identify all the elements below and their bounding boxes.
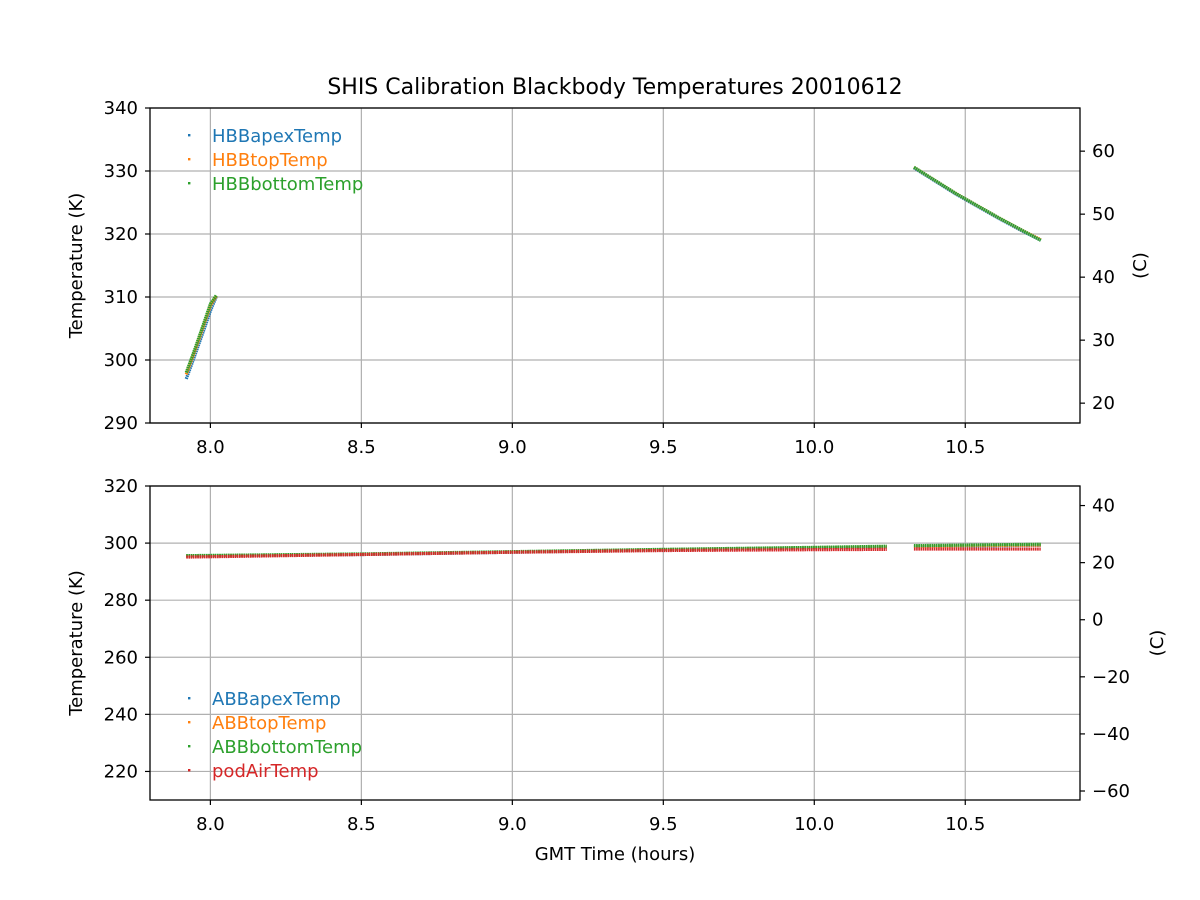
y-tick-label: 330: [104, 161, 138, 182]
x-tick-label: 9.0: [498, 437, 527, 458]
x-tick-label: 9.0: [498, 814, 527, 835]
x-tick-label: 10.5: [945, 814, 985, 835]
legend-marker-HBBapexTemp: [188, 134, 191, 137]
legend-label: HBBapexTemp: [212, 126, 342, 147]
y2-tick-label: −60: [1092, 781, 1130, 802]
legend-label: HBBtopTemp: [212, 150, 328, 171]
series-ABBbottomTemp-segment: [913, 542, 1041, 548]
x-tick-label: 10.5: [945, 437, 985, 458]
legend-label: ABBtopTemp: [212, 713, 326, 734]
y-tick-label: 260: [104, 647, 138, 668]
series-HBBbottomTemp-segment: [184, 294, 218, 374]
y2-tick-label: −20: [1092, 667, 1130, 688]
y-tick-label: 320: [104, 224, 138, 245]
axes-frame: [149, 485, 1081, 801]
x-axis-label: GMT Time (hours): [535, 844, 696, 865]
x-tick-label: 9.5: [649, 437, 678, 458]
top-panel: 8.0 8.5 9.0 9.5 10.0 10.5 290 300 310 320 330 340 20…: [66, 98, 1151, 458]
y-axis-label: Temperature (K): [66, 193, 87, 340]
y2-tick-label: 40: [1092, 496, 1115, 517]
legend-label: HBBbottomTemp: [212, 174, 363, 195]
bottom-panel: 8.0 8.5 9.0 9.5 10.0 10.5 220 240 260 280 300 320 −6…: [66, 476, 1168, 865]
y2-tick-label: 0: [1092, 610, 1103, 631]
legend-marker-ABBtopTemp: [188, 721, 191, 724]
y-tick-label: 300: [104, 533, 138, 554]
y2-axis-label: (C): [1130, 252, 1151, 279]
x-tick-label: 8.0: [196, 437, 225, 458]
legend-label: podAirTemp: [212, 761, 319, 782]
x-tick-label: 10.0: [794, 437, 834, 458]
y-tick-label: 320: [104, 476, 138, 497]
y2-tick-label: −40: [1092, 724, 1130, 745]
legend-label: ABBapexTemp: [212, 689, 341, 710]
y-tick-label: 310: [104, 287, 138, 308]
x-tick-label: 8.5: [347, 814, 376, 835]
y2-tick-label: 20: [1092, 553, 1115, 574]
x-tick-label: 8.5: [347, 437, 376, 458]
legend-marker-ABBapexTemp: [188, 697, 191, 700]
legend-label: ABBbottomTemp: [212, 737, 362, 758]
y2-tick-label: 30: [1092, 330, 1115, 351]
y-tick-label: 340: [104, 98, 138, 119]
y2-axis-label: (C): [1147, 630, 1168, 657]
y2-tick-label: 60: [1092, 141, 1115, 162]
y2-tick-label: 20: [1092, 393, 1115, 414]
y2-tick-label: 50: [1092, 204, 1115, 225]
x-tick-label: 8.0: [196, 814, 225, 835]
y-tick-label: 240: [104, 704, 138, 725]
figure-title: SHIS Calibration Blackbody Temperatures …: [327, 75, 902, 100]
legend-marker-ABBbottomTemp: [188, 745, 191, 748]
y-tick-label: 300: [104, 350, 138, 371]
x-tick-label: 9.5: [649, 814, 678, 835]
y2-tick-label: 40: [1092, 267, 1115, 288]
axes-frame: [149, 107, 1081, 424]
legend-marker-HBBbottomTemp: [188, 182, 191, 185]
y-axis-label: Temperature (K): [66, 570, 87, 717]
x-tick-label: 10.0: [794, 814, 834, 835]
series-podAirTemp-segment: [186, 547, 887, 559]
legend-marker-HBBtopTemp: [188, 158, 191, 161]
legend-marker-podAirTemp: [188, 769, 191, 772]
series-HBBbottomTemp-segment: [913, 165, 1042, 242]
y-tick-label: 290: [104, 413, 138, 434]
y-tick-label: 220: [104, 761, 138, 782]
y-tick-label: 280: [104, 590, 138, 611]
